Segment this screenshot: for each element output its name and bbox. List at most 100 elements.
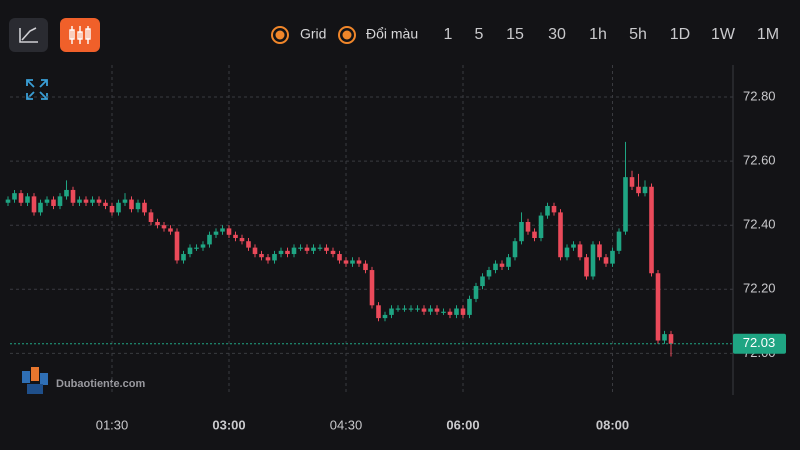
candle-body (226, 228, 232, 235)
candle-body (51, 199, 56, 206)
candle-body (285, 250, 290, 255)
candle-body (246, 241, 251, 248)
candle-body (655, 273, 661, 341)
watermark: Dubaotiente.com (22, 367, 145, 394)
candle-body (239, 238, 245, 242)
line-icon (19, 27, 38, 43)
candle-body (317, 247, 323, 249)
watermark-text: Dubaotiente.com (56, 378, 145, 390)
option-label[interactable]: Grid (300, 26, 326, 42)
candle-body (200, 244, 206, 248)
interval-button[interactable]: 15 (506, 26, 524, 43)
candle-body (161, 225, 167, 229)
candle-body (278, 250, 284, 255)
candle-body (103, 202, 108, 206)
candle-body (662, 334, 667, 341)
candle-body (363, 263, 368, 271)
candle-body (142, 202, 147, 213)
y-tick-label: 72.20 (743, 281, 776, 296)
candle-body (629, 177, 635, 187)
interval-button[interactable]: 1D (670, 26, 690, 43)
candle-body (70, 189, 76, 203)
candle-body (584, 257, 589, 277)
candle-body (12, 193, 17, 200)
candle-body (545, 205, 550, 216)
interval-button[interactable]: 30 (548, 26, 566, 43)
candle-body (551, 205, 557, 213)
candle-body (155, 221, 160, 226)
candle-body (122, 199, 128, 203)
candle-body (64, 189, 69, 197)
candle-body (480, 276, 485, 287)
candle-body (298, 247, 303, 249)
candle-body (330, 250, 336, 255)
candle-body (129, 199, 134, 210)
candle-body (434, 308, 440, 312)
candle-body (77, 199, 82, 203)
expand-icon[interactable] (26, 79, 48, 100)
radio[interactable] (338, 26, 356, 44)
candle-body (168, 228, 173, 232)
interval-button[interactable]: 5h (629, 26, 647, 43)
candle-body (291, 247, 297, 255)
interval-button[interactable]: 1W (711, 26, 736, 43)
candle-body (116, 202, 121, 213)
candle-body (649, 186, 654, 274)
candle-body (25, 196, 30, 203)
candle-body (460, 308, 466, 315)
candle-body (421, 308, 427, 312)
x-tick-label: 01:30 (96, 417, 129, 432)
candle-body (571, 244, 576, 248)
candle-body (389, 308, 394, 315)
candle-body (493, 263, 498, 271)
candle-body (610, 250, 615, 264)
radio[interactable] (271, 26, 289, 44)
candle-body (408, 308, 414, 310)
candle-body (18, 193, 24, 203)
candle-body (558, 212, 563, 258)
radio-dot (342, 30, 352, 40)
candle-body (324, 247, 329, 251)
candle-body (603, 257, 609, 264)
x-tick-label: 04:30 (330, 417, 363, 432)
candle-body (181, 254, 186, 261)
interval-button[interactable]: 5 (475, 26, 484, 43)
candle-body (467, 298, 472, 315)
candle-body (272, 254, 277, 261)
candle-body (207, 234, 212, 245)
candle-body (135, 202, 141, 210)
candle-body (382, 314, 388, 319)
candle-body (265, 257, 271, 261)
candle-body (148, 212, 154, 222)
candle-body (577, 244, 583, 258)
candle-body (525, 221, 531, 232)
interval-button[interactable]: 1 (444, 26, 453, 43)
candle-body (31, 196, 37, 213)
candle-body (57, 196, 63, 206)
line-chart-button[interactable] (9, 18, 48, 52)
candle-body (350, 260, 355, 264)
candle-body (187, 247, 193, 255)
y-tick-label: 72.40 (743, 217, 776, 232)
y-tick-label: 72.60 (743, 153, 776, 168)
candle-body (5, 199, 11, 203)
candle-body (395, 308, 401, 310)
interval-button[interactable]: 1h (589, 26, 607, 43)
x-tick-label: 03:00 (212, 417, 245, 432)
candle-body (616, 231, 622, 251)
candle-body (213, 231, 219, 235)
candle-body (343, 260, 349, 264)
interval-button[interactable]: 1M (757, 26, 779, 43)
candle-body (499, 263, 505, 267)
candle-body (174, 231, 180, 261)
last-price-box (733, 333, 786, 354)
candle-body (311, 247, 316, 251)
candle-body (590, 244, 596, 277)
candle-body (304, 247, 310, 251)
candle-body (109, 205, 115, 213)
candle-body (538, 215, 544, 239)
candle-body (623, 177, 628, 232)
last-price-label: 72.03 (743, 335, 776, 350)
y-tick-label: 72.80 (743, 88, 776, 103)
option-label[interactable]: Đổi màu (366, 26, 418, 42)
